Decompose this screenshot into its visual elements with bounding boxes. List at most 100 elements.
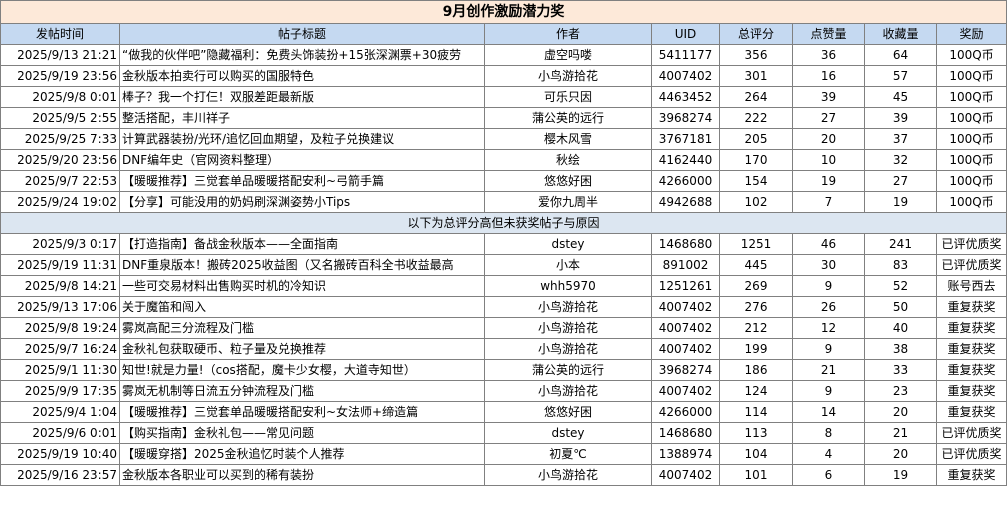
cell-title: 知世!就是力量!（cos搭配，魔卡少女樱，大道寺知世） (119, 359, 485, 381)
cell-title: 【分享】可能没用的奶妈刷深渊姿势小Tips (119, 191, 485, 213)
cell-likes: 7 (792, 191, 865, 213)
cell-reward: 100Q币 (936, 170, 1007, 192)
cell-reward: 100Q币 (936, 149, 1007, 171)
cell-author: 虚空吗喽 (484, 44, 652, 66)
cell-likes: 12 (792, 317, 865, 339)
cell-likes: 36 (792, 44, 865, 66)
cell-uid: 4162440 (651, 149, 720, 171)
table-row: 2025/9/13 21:21 “做我的伙伴吧”隐藏福利：免费头饰装扮+15张深渊… (0, 44, 1007, 66)
header-row: 发帖时间 帖子标题 作者 UID 总评分 点赞量 收藏量 奖励 (0, 23, 1007, 45)
cell-author: 悠悠好困 (484, 401, 652, 423)
cell-time: 2025/9/19 11:31 (0, 254, 120, 276)
cell-time: 2025/9/19 10:40 (0, 443, 120, 465)
header-time: 发帖时间 (0, 23, 120, 45)
cell-favorites: 19 (864, 464, 937, 486)
cell-favorites: 33 (864, 359, 937, 381)
cell-favorites: 45 (864, 86, 937, 108)
cell-author: 可乐只因 (484, 86, 652, 108)
cell-favorites: 38 (864, 338, 937, 360)
cell-score: 104 (719, 443, 793, 465)
cell-score: 154 (719, 170, 793, 192)
section-label: 以下为总评分高但未获奖帖子与原因 (0, 212, 1007, 234)
cell-time: 2025/9/8 0:01 (0, 86, 120, 108)
cell-uid: 4463452 (651, 86, 720, 108)
cell-reward: 重复获奖 (936, 464, 1007, 486)
cell-time: 2025/9/8 14:21 (0, 275, 120, 297)
table-row: 2025/9/24 19:02 【分享】可能没用的奶妈刷深渊姿势小Tips 爱你九周… (0, 191, 1007, 213)
cell-likes: 20 (792, 128, 865, 150)
cell-likes: 8 (792, 422, 865, 444)
cell-author: 樱木风雪 (484, 128, 652, 150)
cell-score: 1251 (719, 233, 793, 255)
cell-score: 356 (719, 44, 793, 66)
cell-score: 264 (719, 86, 793, 108)
cell-reward: 100Q币 (936, 191, 1007, 213)
cell-time: 2025/9/20 23:56 (0, 149, 120, 171)
table-row: 2025/9/9 17:35 雾岚无机制等日流五分钟流程及门槛 小鸟游拾花 40074… (0, 380, 1007, 402)
cell-reward: 100Q币 (936, 107, 1007, 129)
cell-score: 222 (719, 107, 793, 129)
cell-author: 初夏℃ (484, 443, 652, 465)
header-likes: 点赞量 (792, 23, 865, 45)
cell-score: 114 (719, 401, 793, 423)
cell-time: 2025/9/9 17:35 (0, 380, 120, 402)
table-row: 2025/9/8 14:21 一些可交易材料出售购买时机的冷知识 whh5970 12… (0, 275, 1007, 297)
cell-score: 269 (719, 275, 793, 297)
cell-favorites: 39 (864, 107, 937, 129)
cell-reward: 已评优质奖 (936, 254, 1007, 276)
cell-uid: 4007402 (651, 65, 720, 87)
cell-reward: 重复获奖 (936, 338, 1007, 360)
table-row: 2025/9/4 1:04 【暖暖推荐】三觉套单品暖暖搭配安利~女法师+缔造篇 悠悠… (0, 401, 1007, 423)
cell-score: 124 (719, 380, 793, 402)
cell-favorites: 37 (864, 128, 937, 150)
table-row: 2025/9/19 11:31 DNF重泉版本！搬砖2025收益图（又名搬砖百科全… (0, 254, 1007, 276)
cell-reward: 100Q币 (936, 65, 1007, 87)
cell-uid: 4007402 (651, 317, 720, 339)
cell-likes: 10 (792, 149, 865, 171)
cell-likes: 16 (792, 65, 865, 87)
cell-author: 秋绘 (484, 149, 652, 171)
section-row: 以下为总评分高但未获奖帖子与原因 (0, 212, 1007, 234)
cell-title: 【暖暖推荐】三觉套单品暖暖搭配安利~女法师+缔造篇 (119, 401, 485, 423)
cell-uid: 4266000 (651, 401, 720, 423)
cell-title: 【打造指南】备战金秋版本——全面指南 (119, 233, 485, 255)
cell-favorites: 20 (864, 401, 937, 423)
cell-uid: 1251261 (651, 275, 720, 297)
cell-title: 【购买指南】金秋礼包——常见问题 (119, 422, 485, 444)
cell-title: DNF重泉版本！搬砖2025收益图（又名搬砖百科全书收益最高 (119, 254, 485, 276)
cell-title: 关于魔笛和闯入 (119, 296, 485, 318)
table-row: 2025/9/16 23:57 金秋版本各职业可以买到的稀有装扮 小鸟游拾花 4007… (0, 464, 1007, 486)
cell-title: 【暖暖推荐】三觉套单品暖暖搭配安利~弓箭手篇 (119, 170, 485, 192)
cell-title: 一些可交易材料出售购买时机的冷知识 (119, 275, 485, 297)
header-favorites: 收藏量 (864, 23, 937, 45)
cell-favorites: 21 (864, 422, 937, 444)
cell-title: 金秋礼包获取硬币、粒子量及兑换推荐 (119, 338, 485, 360)
cell-favorites: 50 (864, 296, 937, 318)
table-row: 2025/9/7 22:53 【暖暖推荐】三觉套单品暖暖搭配安利~弓箭手篇 悠悠好困… (0, 170, 1007, 192)
table-row: 2025/9/8 19:24 雾岚高配三分流程及门槛 小鸟游拾花 4007402 212… (0, 317, 1007, 339)
cell-score: 276 (719, 296, 793, 318)
cell-title: 计算武器装扮/光环/追忆回血期望，及粒子兑换建议 (119, 128, 485, 150)
cell-favorites: 23 (864, 380, 937, 402)
cell-favorites: 64 (864, 44, 937, 66)
cell-likes: 21 (792, 359, 865, 381)
cell-reward: 账号西去 (936, 275, 1007, 297)
cell-score: 113 (719, 422, 793, 444)
cell-likes: 19 (792, 170, 865, 192)
cell-reward: 已评优质奖 (936, 422, 1007, 444)
cell-favorites: 32 (864, 149, 937, 171)
title-row: 9月创作激励潜力奖 (0, 0, 1007, 24)
cell-score: 301 (719, 65, 793, 87)
header-score: 总评分 (719, 23, 793, 45)
cell-favorites: 20 (864, 443, 937, 465)
cell-uid: 3968274 (651, 107, 720, 129)
cell-uid: 4007402 (651, 464, 720, 486)
cell-uid: 1388974 (651, 443, 720, 465)
cell-score: 186 (719, 359, 793, 381)
table-row: 2025/9/3 0:17 【打造指南】备战金秋版本——全面指南 dstey 1468… (0, 233, 1007, 255)
cell-likes: 9 (792, 338, 865, 360)
cell-likes: 6 (792, 464, 865, 486)
cell-time: 2025/9/7 16:24 (0, 338, 120, 360)
cell-likes: 46 (792, 233, 865, 255)
cell-author: 蒲公英的远行 (484, 107, 652, 129)
